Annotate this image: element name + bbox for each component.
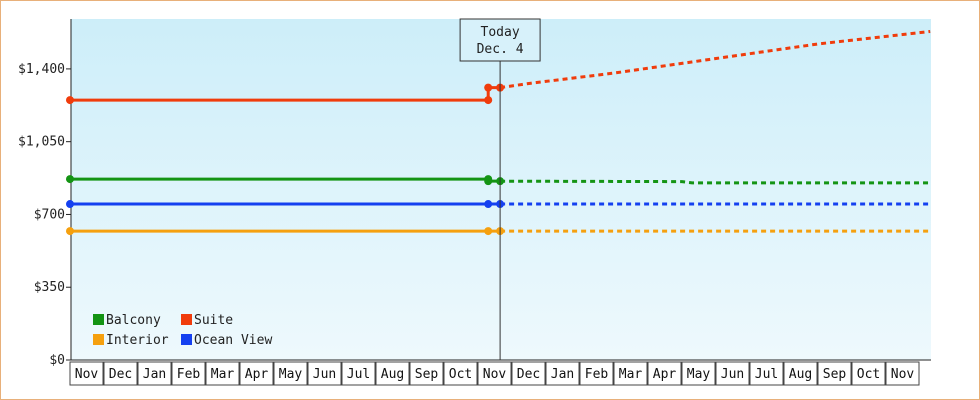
x-month-cell [443, 361, 478, 386]
x-month-cell [341, 361, 376, 386]
x-tick-label: Jun [313, 367, 336, 382]
x-month-cell [783, 361, 818, 386]
x-tick-label: Oct [857, 367, 880, 382]
x-month-cell [477, 361, 512, 386]
legend-swatch-interior [93, 334, 104, 345]
legend-label-suite: Suite [194, 313, 233, 328]
series-line-suite [70, 86, 501, 102]
legend-swatch-ocean-view [181, 334, 192, 345]
data-point-interior [66, 227, 74, 236]
x-tick-label: Apr [653, 367, 677, 382]
x-tick-label: Feb [177, 367, 201, 382]
x-month-cell [885, 361, 920, 386]
legend-label-balcony: Balcony [106, 313, 161, 328]
x-tick-label: Oct [449, 367, 472, 382]
x-month-cell [749, 361, 784, 386]
x-tick-label: Jun [721, 367, 744, 382]
data-point-suite [484, 96, 493, 105]
x-tick-label: Dec [109, 367, 132, 382]
x-tick-label: Nov [483, 367, 507, 382]
today-label: Today [481, 25, 520, 40]
x-tick-label: Aug [789, 367, 812, 382]
data-point-ocean-view [484, 200, 493, 209]
data-point-ocean-view [66, 200, 74, 209]
data-point-suite [484, 83, 493, 92]
x-month-cell [715, 361, 750, 386]
x-month-cell [409, 361, 444, 386]
legend-swatch-suite [181, 314, 192, 325]
x-month-cell [647, 361, 682, 386]
x-tick-label: Jan [143, 367, 166, 382]
x-month-cell [69, 361, 104, 386]
today-label: Dec. 4 [477, 42, 524, 57]
x-tick-label: Nov [75, 367, 99, 382]
series-forecast-suite [499, 29, 931, 90]
x-month-cell [511, 361, 546, 386]
series-forecast-balcony [500, 179, 931, 185]
y-tick-label: $1,400 [18, 62, 65, 77]
y-tick-label: $350 [34, 280, 65, 295]
x-tick-label: Aug [381, 367, 404, 382]
x-month-cell [613, 361, 648, 386]
data-point-balcony [66, 175, 74, 184]
x-tick-label: May [279, 367, 303, 382]
data-point-interior [484, 227, 493, 236]
x-month-cell [851, 361, 886, 386]
today-marker: Today Dec. 4 [459, 18, 541, 360]
x-tick-label: Jul [347, 367, 370, 382]
x-tick-label: Nov [891, 367, 915, 382]
x-month-cell [273, 361, 308, 386]
legend-label-ocean-view: Ocean View [194, 333, 272, 348]
x-month-cell [103, 361, 138, 386]
x-month-cell [375, 361, 410, 386]
axes: $0 $350 $700 $1,050 $1,400 Nov Dec Jan Feb Mar Apr… [18, 19, 931, 386]
x-tick-label: Mar [211, 367, 235, 382]
series-layer [66, 29, 931, 236]
x-month-cell [137, 361, 172, 386]
x-tick-label: Jul [755, 367, 778, 382]
data-point-balcony [484, 177, 493, 186]
x-tick-label: Dec [517, 367, 540, 382]
x-tick-label: Sep [823, 367, 847, 382]
x-month-cell [817, 361, 852, 386]
y-tick-label: $0 [49, 353, 65, 368]
y-tick-label: $1,050 [18, 135, 65, 150]
x-month-cell [307, 361, 342, 386]
data-point-suite [66, 96, 74, 105]
x-tick-label: May [687, 367, 711, 382]
x-tick-label: Feb [585, 367, 609, 382]
today-box [459, 18, 541, 62]
x-month-cell [579, 361, 614, 386]
plot-background [71, 19, 931, 360]
x-month-cell [681, 361, 716, 386]
x-tick-label: Apr [245, 367, 269, 382]
legend-label-interior: Interior [106, 333, 169, 348]
x-tick-label: Sep [415, 367, 439, 382]
x-month-cell [545, 361, 580, 386]
x-tick-label: Jan [551, 367, 574, 382]
x-month-cell [171, 361, 206, 386]
x-tick-label: Mar [619, 367, 643, 382]
y-tick-label: $700 [34, 207, 65, 222]
x-month-cell [239, 361, 274, 386]
x-month-cell [205, 361, 240, 386]
legend: Balcony Suite Interior Ocean View [93, 313, 272, 348]
legend-swatch-balcony [93, 314, 104, 325]
